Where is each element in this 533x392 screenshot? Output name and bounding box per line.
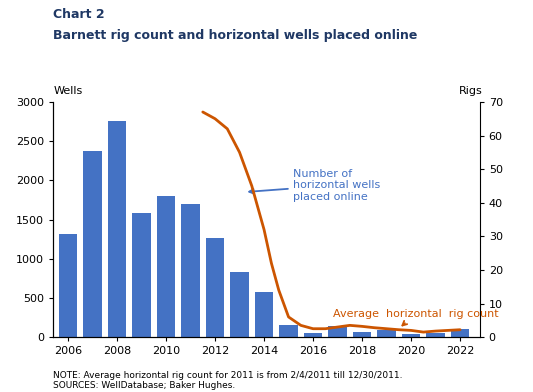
- Bar: [426, 333, 445, 337]
- Text: Wells: Wells: [53, 86, 83, 96]
- Bar: [83, 151, 102, 337]
- Bar: [181, 204, 200, 337]
- Bar: [157, 196, 175, 337]
- Text: Barnett rig count and horizontal wells placed online: Barnett rig count and horizontal wells p…: [53, 29, 418, 42]
- Bar: [255, 292, 273, 337]
- Text: Chart 2: Chart 2: [53, 8, 105, 21]
- Text: NOTE: Average horizontal rig count for 2011 is from 2/4/2011 till 12/30/2011.
SO: NOTE: Average horizontal rig count for 2…: [53, 371, 403, 390]
- Bar: [377, 330, 396, 337]
- Bar: [304, 333, 322, 337]
- Bar: [230, 272, 249, 337]
- Bar: [132, 213, 151, 337]
- Bar: [108, 121, 126, 337]
- Bar: [328, 326, 347, 337]
- Bar: [402, 334, 421, 337]
- Bar: [353, 332, 372, 337]
- Bar: [279, 325, 298, 337]
- Bar: [206, 238, 224, 337]
- Bar: [59, 234, 77, 337]
- Text: Rigs: Rigs: [458, 86, 482, 96]
- Bar: [451, 329, 469, 337]
- Text: Average  horizontal  rig count: Average horizontal rig count: [333, 309, 498, 325]
- Text: Number of
horizontal wells
placed online: Number of horizontal wells placed online: [249, 169, 381, 202]
